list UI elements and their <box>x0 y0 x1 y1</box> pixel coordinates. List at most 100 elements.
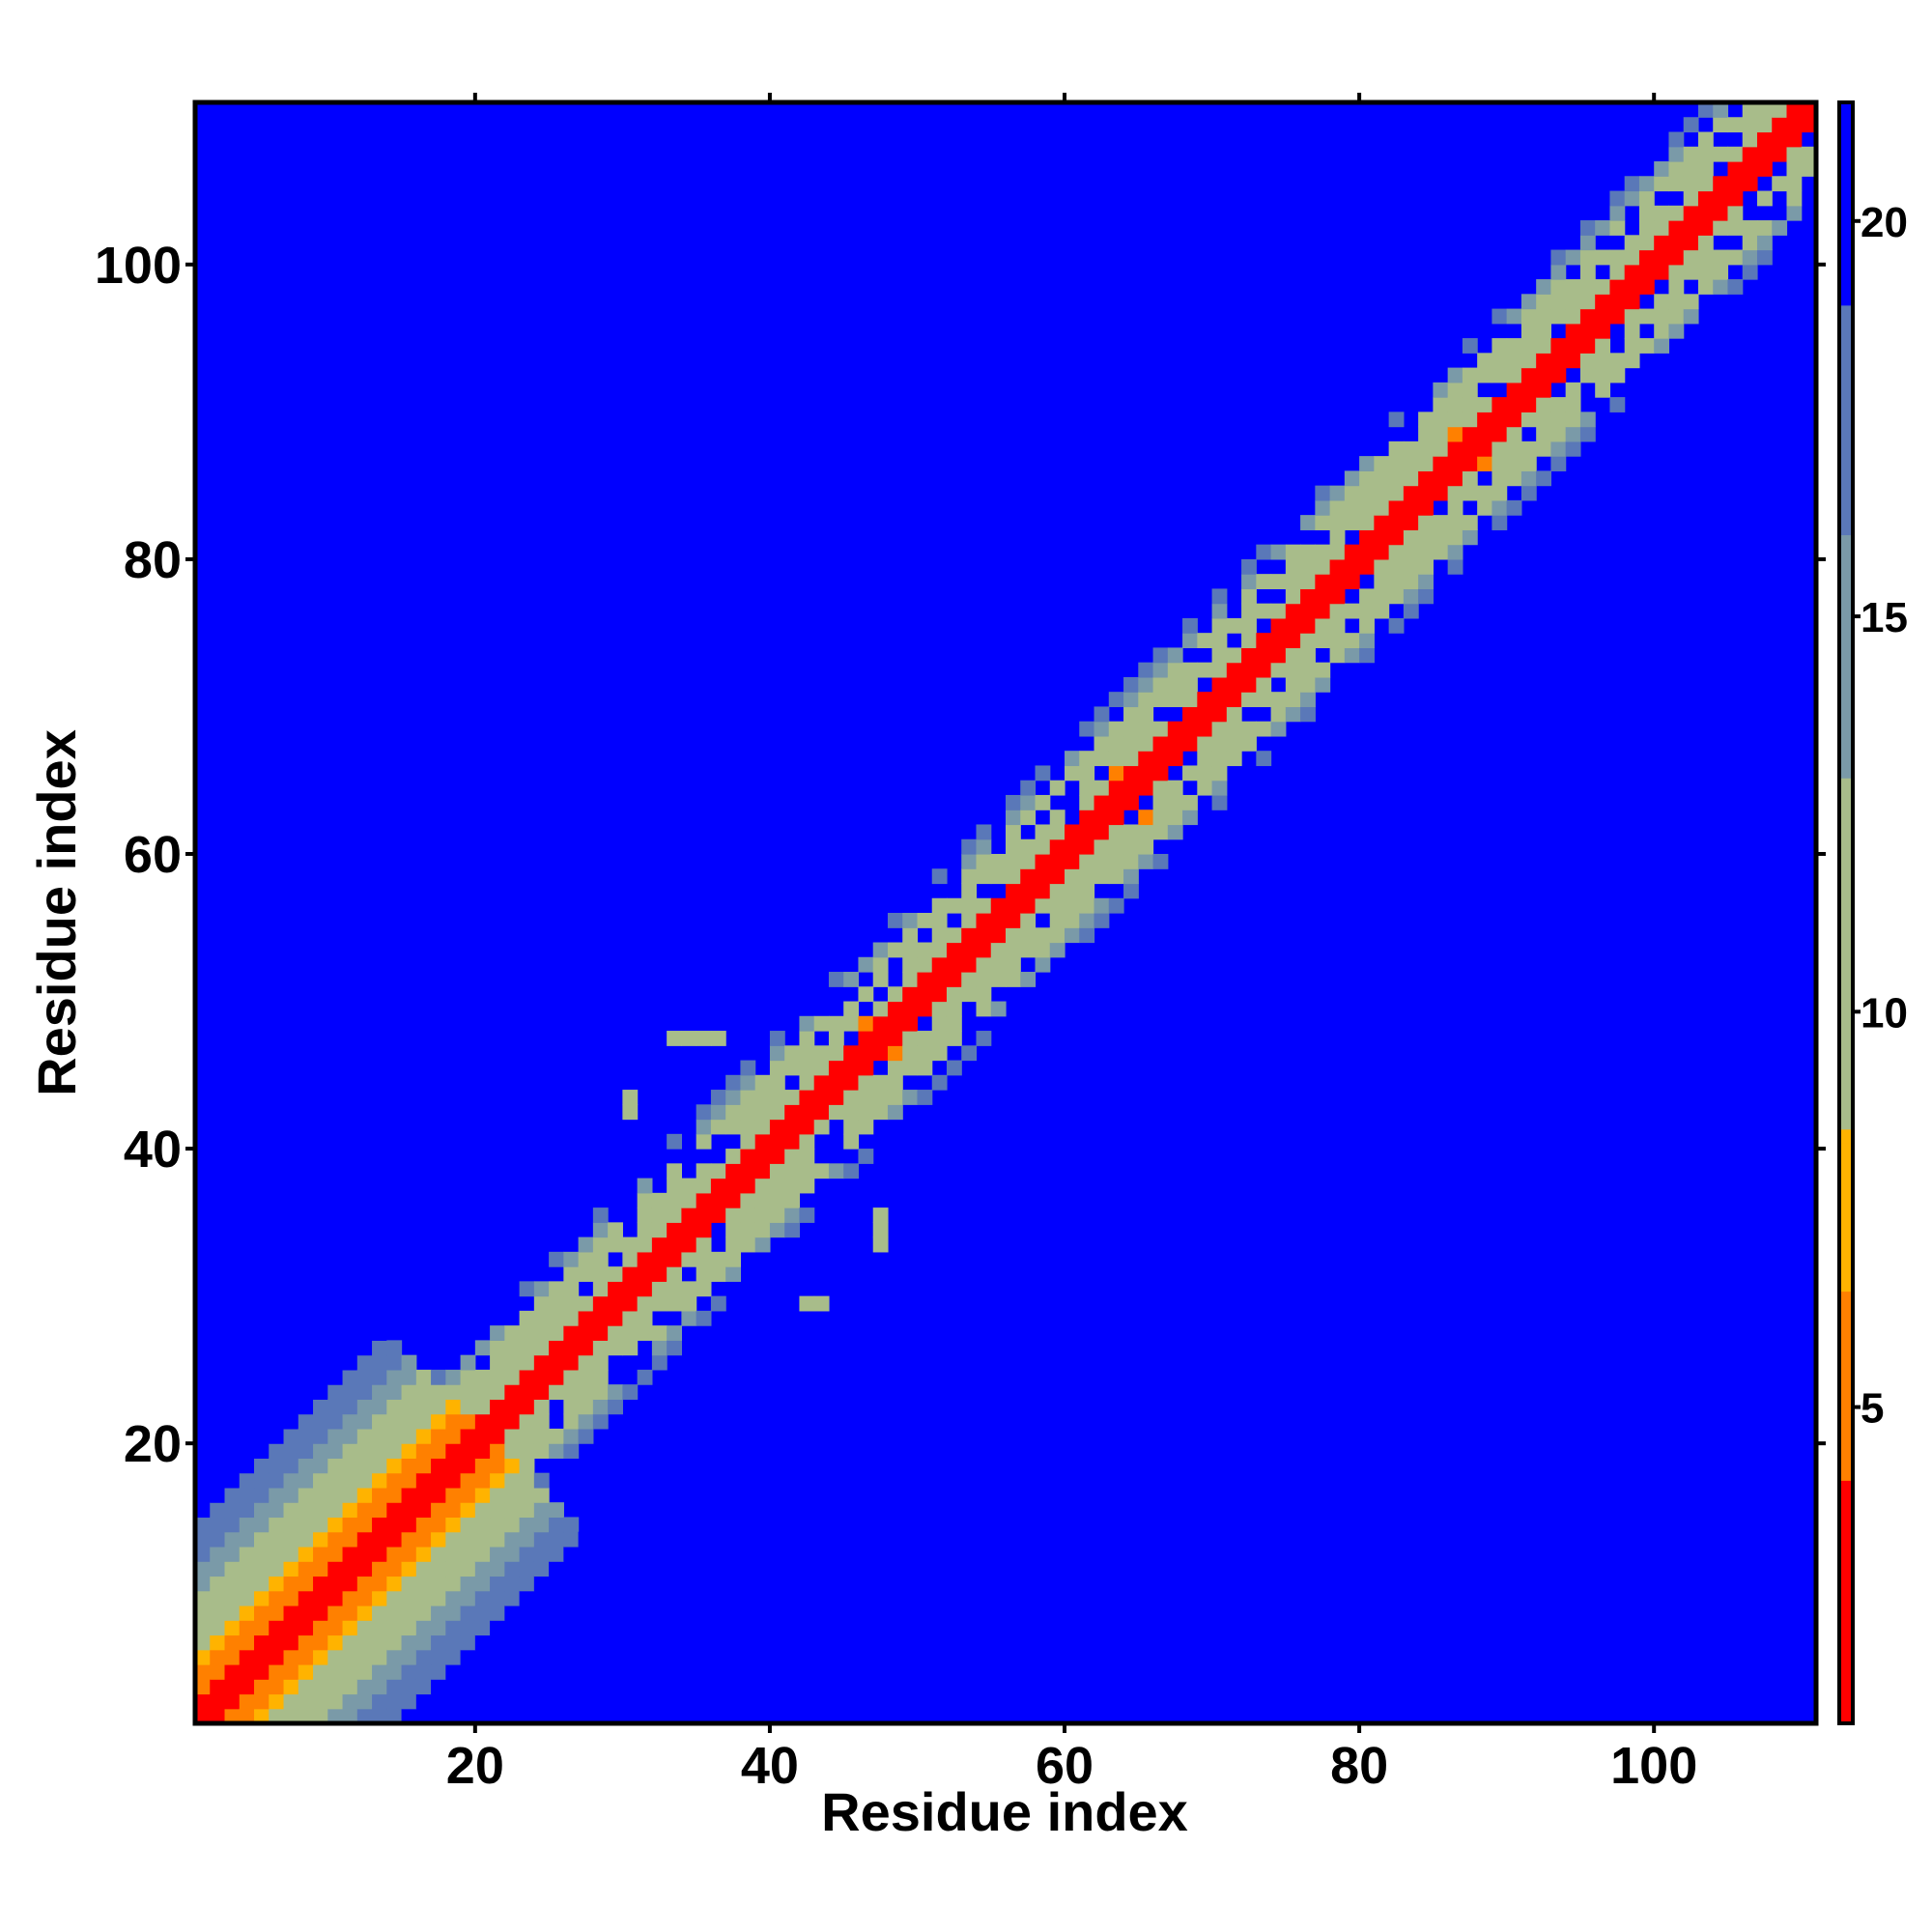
heatmap-cell <box>490 1531 505 1548</box>
heatmap-cell <box>1550 440 1567 457</box>
colorbar-segment <box>1839 1155 1853 1171</box>
heatmap-cell <box>1211 721 1228 737</box>
heatmap-cell <box>608 1222 623 1238</box>
heatmap-cell <box>210 1679 226 1695</box>
colorbar-segment <box>1839 737 1853 752</box>
heatmap-cell <box>298 1458 314 1474</box>
heatmap-cell <box>608 1236 623 1253</box>
heatmap-cell <box>1138 706 1154 723</box>
heatmap-cell <box>386 1502 403 1519</box>
heatmap-cell <box>1403 603 1419 619</box>
heatmap-cell <box>1152 692 1169 708</box>
heatmap-cell <box>445 1576 462 1592</box>
colorbar-segment <box>1839 791 1853 806</box>
heatmap-cell <box>283 1693 299 1710</box>
heatmap-cell <box>887 1001 903 1017</box>
heatmap-cell <box>1079 765 1095 781</box>
colorbar-segment <box>1839 372 1853 387</box>
heatmap-cell <box>533 1576 550 1592</box>
heatmap-cell <box>445 1413 462 1430</box>
heatmap-cell <box>239 1634 255 1651</box>
heatmap-cell <box>592 1251 609 1267</box>
heatmap-cell <box>519 1340 535 1356</box>
heatmap-cell <box>313 1458 328 1474</box>
heatmap-cell <box>1020 913 1037 928</box>
heatmap-cell <box>431 1649 446 1665</box>
heatmap-cell <box>1520 456 1537 471</box>
heatmap-cell <box>667 1133 682 1150</box>
heatmap-cell <box>283 1605 299 1621</box>
heatmap-cell <box>1182 735 1198 752</box>
heatmap-cell <box>474 1605 491 1621</box>
heatmap-cell <box>828 972 844 987</box>
heatmap-cell <box>356 1663 373 1680</box>
heatmap-cell <box>754 1090 771 1105</box>
heatmap-cell <box>533 1561 550 1577</box>
heatmap-cell <box>460 1517 476 1533</box>
heatmap-cell <box>431 1517 446 1533</box>
heatmap-cell <box>872 1104 889 1121</box>
heatmap-cell <box>239 1487 255 1503</box>
heatmap-cell <box>931 986 948 1003</box>
heatmap-cell <box>533 1472 550 1489</box>
heatmap-cell <box>1020 853 1037 869</box>
heatmap-cell <box>1344 485 1360 501</box>
heatmap-cell <box>754 1192 771 1208</box>
colorbar-segment <box>1839 1385 1853 1400</box>
heatmap-cell <box>504 1502 521 1519</box>
heatmap-cell <box>224 1472 241 1489</box>
heatmap-cell <box>769 1163 785 1179</box>
heatmap-cell <box>445 1605 462 1621</box>
heatmap-cell <box>269 1649 285 1665</box>
heatmap-cell <box>990 927 1007 944</box>
heatmap-cell <box>784 1149 801 1164</box>
heatmap-cell <box>1595 382 1611 398</box>
heatmap-cell <box>651 1354 668 1371</box>
heatmap-cell <box>667 1178 682 1194</box>
colorbar-tick-label: 10 <box>1861 989 1908 1037</box>
heatmap-cell <box>1211 794 1228 810</box>
heatmap-cell <box>1049 824 1065 840</box>
colorbar-segment <box>1839 534 1853 550</box>
colorbar-tick-label: 5 <box>1861 1385 1884 1433</box>
heatmap-cell <box>549 1561 564 1577</box>
heatmap-cell <box>1035 956 1051 973</box>
heatmap-cell <box>1123 838 1139 855</box>
heatmap-cell <box>667 1325 682 1341</box>
heatmap-cell <box>313 1708 328 1724</box>
heatmap-cell <box>1065 838 1080 855</box>
heatmap-cell <box>1433 544 1449 560</box>
heatmap-cell <box>1182 765 1198 781</box>
heatmap-cell <box>386 1369 403 1385</box>
heatmap-cell <box>931 897 948 914</box>
heatmap-cell <box>313 1428 328 1444</box>
heatmap-cell <box>1727 190 1744 207</box>
heatmap-cell <box>872 1222 889 1238</box>
heatmap-cell <box>799 1074 815 1091</box>
colorbar-segment <box>1839 1128 1853 1144</box>
heatmap-cell <box>549 1354 564 1371</box>
heatmap-cell <box>504 1443 521 1460</box>
heatmap-cell <box>1182 692 1198 708</box>
colorbar-segment <box>1839 832 1853 846</box>
heatmap-cell <box>210 1576 226 1592</box>
heatmap-cell <box>327 1413 344 1430</box>
heatmap-cell <box>474 1340 491 1356</box>
colorbar-segment <box>1839 196 1853 212</box>
heatmap-cell <box>740 1236 756 1253</box>
heatmap-cell <box>1006 897 1021 914</box>
heatmap-cell <box>1477 440 1492 457</box>
colorbar-segment <box>1839 642 1853 657</box>
heatmap-cell <box>1447 529 1463 546</box>
colorbar-segment <box>1839 1007 1853 1022</box>
y-tick-label: 40 <box>124 1121 182 1179</box>
heatmap-cell <box>769 1208 785 1223</box>
heatmap-cell <box>519 1546 535 1562</box>
heatmap-cell <box>504 1399 521 1415</box>
heatmap-cell <box>342 1679 358 1695</box>
heatmap-cell <box>445 1590 462 1606</box>
heatmap-cell <box>313 1517 328 1533</box>
heatmap-cell <box>1786 102 1803 118</box>
colorbar-segment <box>1839 710 1853 724</box>
heatmap-cell <box>1492 412 1508 428</box>
